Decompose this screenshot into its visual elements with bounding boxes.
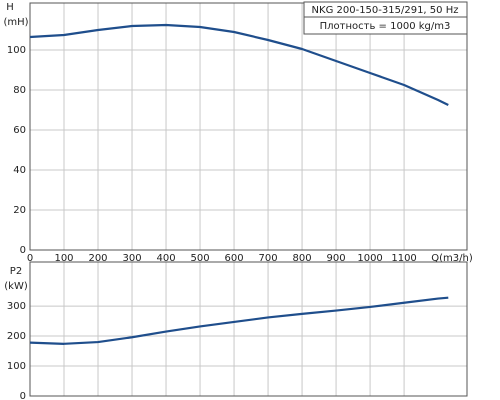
y-tick-label: 80 xyxy=(13,85,26,96)
y-tick-label: 40 xyxy=(13,165,26,176)
plot-frame xyxy=(29,261,468,397)
x-tick-label: 0 xyxy=(27,253,33,264)
y-unit: (mH) xyxy=(3,17,28,28)
x-tick-label: 700 xyxy=(259,253,278,264)
plot-frame xyxy=(29,2,468,251)
y-label: H xyxy=(6,2,14,13)
x-tick-label: 300 xyxy=(122,253,141,264)
annotation: NKG 200-150-315/291, 50 Hz xyxy=(312,5,459,16)
x-label: Q(m3/h) xyxy=(431,253,473,264)
y-tick-label: 200 xyxy=(7,331,26,342)
y-unit: (kW) xyxy=(4,281,28,292)
y-tick-label: 100 xyxy=(7,361,26,372)
x-tick-label: 800 xyxy=(293,253,312,264)
y-tick-label: 100 xyxy=(7,45,26,56)
y-tick-label: 0 xyxy=(20,391,26,400)
legend-box xyxy=(303,1,468,35)
x-tick-label: 1100 xyxy=(391,253,416,264)
y-tick-label: 0 xyxy=(20,245,26,256)
x-tick-label: 900 xyxy=(327,253,346,264)
x-tick-label: 100 xyxy=(54,253,73,264)
y-tick-label: 300 xyxy=(7,301,26,312)
x-tick-label: 500 xyxy=(190,253,209,264)
x-tick-label: 200 xyxy=(88,253,107,264)
curve xyxy=(29,296,449,345)
curve xyxy=(29,23,449,106)
annotation: Плотность = 1000 kg/m3 xyxy=(320,21,451,32)
x-tick-label: 600 xyxy=(224,253,243,264)
y-label: P2 xyxy=(10,266,22,277)
y-tick-label: 60 xyxy=(13,125,26,136)
x-tick-label: 400 xyxy=(156,253,175,264)
x-tick-label: 1000 xyxy=(357,253,382,264)
y-tick-label: 20 xyxy=(13,205,26,216)
